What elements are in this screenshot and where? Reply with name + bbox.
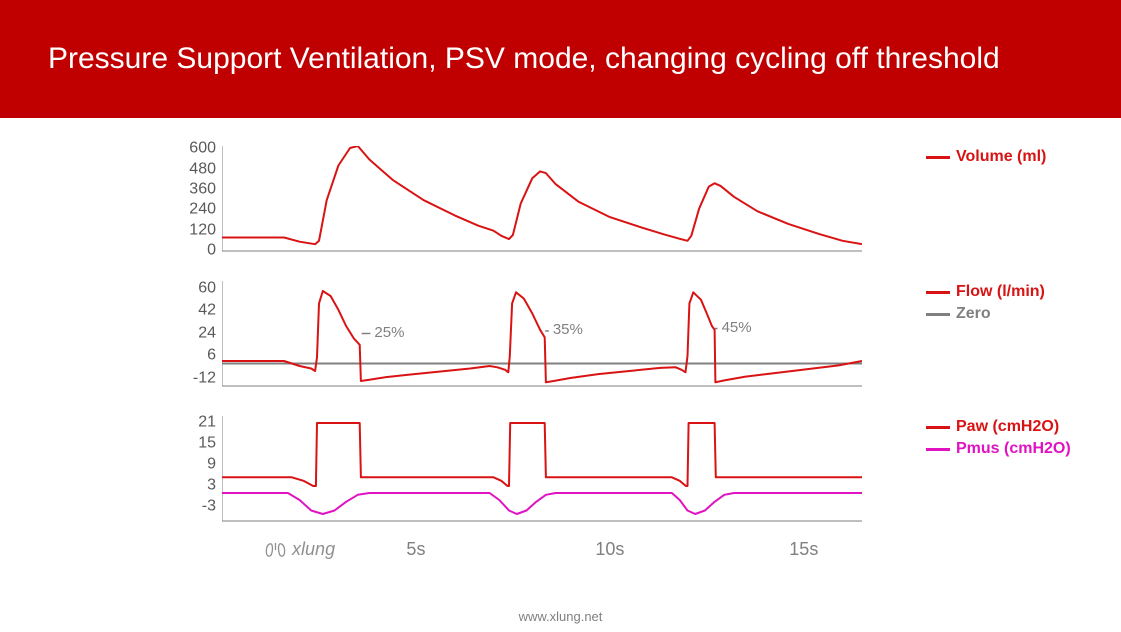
chart-volume: 0120240360480600Volume (ml) bbox=[170, 146, 1000, 251]
legend: Flow (l/min) Zero bbox=[926, 283, 1106, 327]
y-axis-ticks: -12 6 24 42 60 bbox=[170, 281, 222, 386]
plot-svg bbox=[222, 281, 862, 387]
annotation-label: 35% bbox=[553, 321, 583, 338]
brand-text: xlung bbox=[292, 539, 335, 560]
legend-label: Flow (l/min) bbox=[956, 283, 1045, 301]
legend-swatch bbox=[926, 291, 950, 294]
legend-label: Paw (cmH2O) bbox=[956, 418, 1059, 436]
y-tick: 600 bbox=[189, 141, 216, 157]
y-tick: 240 bbox=[189, 202, 216, 218]
series-volume_ml bbox=[222, 146, 862, 244]
legend-swatch bbox=[926, 448, 950, 451]
legend: Volume (ml) bbox=[926, 148, 1106, 170]
annotation-label: 45% bbox=[722, 319, 752, 336]
y-tick: 60 bbox=[198, 280, 216, 296]
y-tick: 360 bbox=[189, 182, 216, 198]
x-tick: 15s bbox=[789, 539, 818, 560]
lungs-icon bbox=[264, 542, 286, 558]
legend-swatch bbox=[926, 426, 950, 429]
y-tick: 21 bbox=[198, 415, 216, 431]
title-banner: Pressure Support Ventilation, PSV mode, … bbox=[0, 0, 1121, 118]
y-tick: -12 bbox=[193, 370, 216, 386]
y-tick: 0 bbox=[207, 243, 216, 259]
plot-svg bbox=[222, 416, 862, 522]
legend-item: Flow (l/min) bbox=[926, 283, 1106, 301]
legend: Paw (cmH2O) Pmus (cmH2O) bbox=[926, 418, 1106, 462]
brand-logo: xlung bbox=[264, 539, 335, 560]
y-tick: 6 bbox=[207, 348, 216, 364]
legend-label: Pmus (cmH2O) bbox=[956, 440, 1071, 458]
plot-svg bbox=[222, 146, 862, 252]
chart-flow: -12624426025%35%45%Flow (l/min)Zero bbox=[170, 281, 1000, 386]
y-tick: 9 bbox=[207, 457, 216, 473]
chart-stack: 0120240360480600Volume (ml) -12624426025… bbox=[170, 146, 1000, 521]
legend-label: Zero bbox=[956, 305, 991, 323]
y-axis-ticks: 0120240360480600 bbox=[170, 146, 222, 251]
page-title: Pressure Support Ventilation, PSV mode, … bbox=[48, 42, 1000, 76]
legend-item: Pmus (cmH2O) bbox=[926, 440, 1106, 458]
legend-item: Volume (ml) bbox=[926, 148, 1106, 166]
x-tick: 10s bbox=[595, 539, 624, 560]
series-paw_cmH2O bbox=[222, 423, 862, 486]
y-tick: 15 bbox=[198, 436, 216, 452]
y-tick: -3 bbox=[202, 499, 216, 515]
series-pmus_cmH2O bbox=[222, 493, 862, 514]
legend-swatch bbox=[926, 313, 950, 316]
legend-swatch bbox=[926, 156, 950, 159]
y-tick: 42 bbox=[198, 303, 216, 319]
annotation-label: 25% bbox=[374, 324, 404, 341]
legend-item: Zero bbox=[926, 305, 1106, 323]
y-axis-ticks: -3 3 9 15 21 bbox=[170, 416, 222, 521]
legend-item: Paw (cmH2O) bbox=[926, 418, 1106, 436]
series-flow_lpm bbox=[222, 291, 862, 382]
chart-pressure: -3391521Paw (cmH2O)Pmus (cmH2O) bbox=[170, 416, 1000, 521]
y-tick: 3 bbox=[207, 478, 216, 494]
y-tick: 24 bbox=[198, 325, 216, 341]
legend-label: Volume (ml) bbox=[956, 148, 1046, 166]
y-tick: 120 bbox=[189, 222, 216, 238]
y-tick: 480 bbox=[189, 161, 216, 177]
footer-url: www.xlung.net bbox=[0, 609, 1121, 624]
x-tick: 5s bbox=[406, 539, 425, 560]
